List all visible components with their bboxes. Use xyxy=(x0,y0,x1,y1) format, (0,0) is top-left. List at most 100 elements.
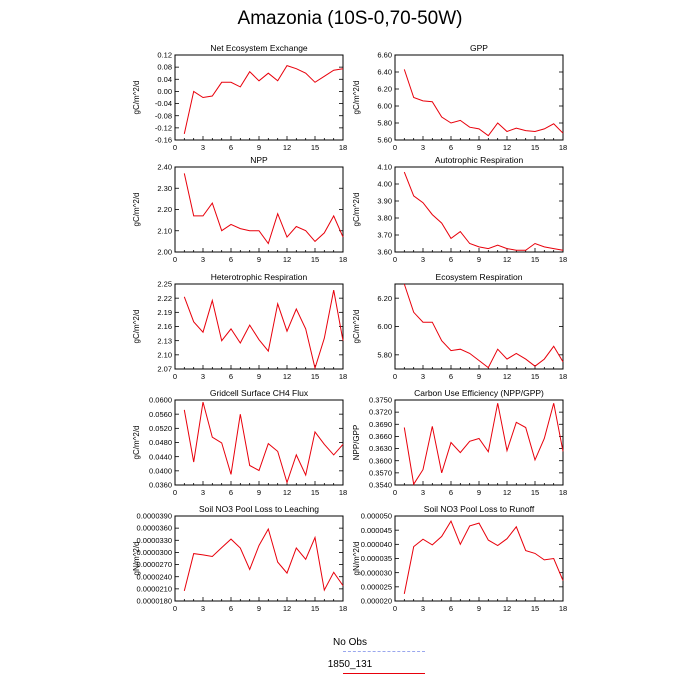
y-tick-label: 2.30 xyxy=(157,184,172,193)
x-tick-label: 0 xyxy=(393,143,397,152)
x-tick-label: 15 xyxy=(531,143,539,152)
y-tick-label: 0.000030 xyxy=(361,568,392,577)
y-tick-label: 0.0400 xyxy=(149,466,172,475)
x-tick-label: 9 xyxy=(257,143,261,152)
y-tick-label: 0.000045 xyxy=(361,526,392,535)
y-tick-label: 0.000050 xyxy=(361,512,392,521)
x-tick-label: 3 xyxy=(201,372,205,381)
y-tick-label: 3.70 xyxy=(377,231,392,240)
x-tick-label: 0 xyxy=(173,488,177,497)
y-tick-label: 0.0000240 xyxy=(137,572,172,581)
x-tick-label: 6 xyxy=(449,604,453,613)
y-tick-label: 5.80 xyxy=(377,119,392,128)
x-tick-label: 3 xyxy=(421,255,425,264)
x-tick-label: 15 xyxy=(531,488,539,497)
y-tick-label: 0.3600 xyxy=(369,456,392,465)
legend-obs-line xyxy=(343,651,425,652)
x-tick-label: 15 xyxy=(311,604,319,613)
y-axis-label: gC/m^2/d xyxy=(352,310,361,344)
y-tick-label: 0.3660 xyxy=(369,432,392,441)
chart-title: Ecosystem Respiration xyxy=(436,272,523,282)
chart-9: Soil NO3 Pool Loss to Runoff gN/m^2/d 0 3 6 9… xyxy=(352,504,567,613)
y-tick-label: 6.00 xyxy=(377,322,392,331)
chart-title: GPP xyxy=(470,43,488,53)
x-tick-label: 9 xyxy=(477,604,481,613)
y-tick-label: 0.0440 xyxy=(149,452,172,461)
chart-title: Heterotrophic Respiration xyxy=(211,272,308,282)
y-tick-label: 0.0560 xyxy=(149,410,172,419)
chart-0: Net Ecosystem Exchange gC/m^2/d 0 3 6 9 12 15 18… xyxy=(132,43,347,152)
x-tick-label: 6 xyxy=(449,143,453,152)
x-tick-label: 0 xyxy=(173,372,177,381)
plot-frame xyxy=(174,399,344,486)
y-tick-label: 3.60 xyxy=(377,248,392,257)
x-tick-label: 12 xyxy=(283,255,291,264)
y-tick-label: 0.3630 xyxy=(369,444,392,453)
chart-title: Net Ecosystem Exchange xyxy=(210,43,308,53)
x-tick-label: 3 xyxy=(421,604,425,613)
x-tick-label: 12 xyxy=(283,372,291,381)
y-tick-label: 0.3750 xyxy=(369,396,392,405)
y-tick-label: 0.3720 xyxy=(369,408,392,417)
x-tick-label: 6 xyxy=(449,372,453,381)
plot-frame xyxy=(174,54,344,141)
x-tick-label: 9 xyxy=(257,604,261,613)
chart-3: Autotrophic Respiration gC/m^2/d 0 3 6 9 12 15 1… xyxy=(352,155,567,264)
y-tick-label: -0.08 xyxy=(155,111,172,120)
y-tick-label: 0.3570 xyxy=(369,468,392,477)
y-axis-label: gC/m^2/d xyxy=(132,310,141,344)
y-tick-label: 0.0000390 xyxy=(137,512,172,521)
chart-title: NPP xyxy=(250,155,268,165)
x-tick-label: 6 xyxy=(449,255,453,264)
legend-model-label: 1850_131 xyxy=(327,659,373,670)
y-tick-label: 0.0000360 xyxy=(137,524,172,533)
y-tick-label: 0.00 xyxy=(157,87,172,96)
y-tick-label: 3.90 xyxy=(377,197,392,206)
x-tick-label: 18 xyxy=(339,604,347,613)
x-tick-label: 18 xyxy=(339,372,347,381)
x-tick-label: 18 xyxy=(559,488,567,497)
x-tick-label: 0 xyxy=(393,488,397,497)
y-tick-label: 2.19 xyxy=(157,308,172,317)
y-axis-label: gC/m^2/d xyxy=(132,193,141,227)
y-axis-label: gC/m^2/d xyxy=(132,81,141,115)
x-tick-label: 3 xyxy=(201,143,205,152)
y-tick-label: 0.0000210 xyxy=(137,584,172,593)
chart-title: Soil NO3 Pool Loss to Runoff xyxy=(424,504,535,514)
chart-5: Ecosystem Respiration gC/m^2/d 0 3 6 9 12 15 18 5… xyxy=(352,272,567,381)
x-tick-label: 0 xyxy=(393,372,397,381)
plot-frame xyxy=(394,399,564,486)
x-tick-label: 18 xyxy=(339,488,347,497)
y-tick-label: 4.00 xyxy=(377,180,392,189)
x-tick-label: 12 xyxy=(503,488,511,497)
x-tick-label: 18 xyxy=(559,604,567,613)
chart-8: Soil NO3 Pool Loss to Leaching gN/m^2/d 0 3… xyxy=(132,504,347,613)
plot-frame xyxy=(394,515,564,602)
chart-1: GPP gC/m^2/d 0 3 6 9 12 15 18 5.60 5.80 6.00 6.20 6.4… xyxy=(352,43,567,152)
x-tick-label: 12 xyxy=(503,604,511,613)
x-tick-label: 15 xyxy=(531,255,539,264)
x-tick-label: 12 xyxy=(283,604,291,613)
y-tick-label: 2.10 xyxy=(157,226,172,235)
x-tick-label: 6 xyxy=(229,255,233,264)
chart-4: Heterotrophic Respiration gC/m^2/d 0 3 6 9 12 1… xyxy=(132,272,347,381)
plot-frame xyxy=(394,283,564,370)
series-line xyxy=(403,69,564,137)
plot-frame xyxy=(174,283,344,370)
plot-frame xyxy=(394,54,564,141)
y-axis-label: gN/m^2/d xyxy=(132,542,141,576)
y-tick-label: 0.0520 xyxy=(149,424,172,433)
x-tick-label: 9 xyxy=(477,372,481,381)
y-tick-label: 6.00 xyxy=(377,102,392,111)
x-tick-label: 3 xyxy=(201,604,205,613)
y-tick-label: 2.13 xyxy=(157,336,172,345)
x-tick-label: 0 xyxy=(173,143,177,152)
y-tick-label: 0.000020 xyxy=(361,597,392,606)
x-tick-label: 12 xyxy=(283,143,291,152)
series-line xyxy=(183,401,344,485)
y-tick-label: 6.20 xyxy=(377,85,392,94)
x-tick-label: 6 xyxy=(449,488,453,497)
y-tick-label: -0.16 xyxy=(155,136,172,145)
y-tick-label: 0.0480 xyxy=(149,438,172,447)
x-tick-label: 6 xyxy=(229,488,233,497)
